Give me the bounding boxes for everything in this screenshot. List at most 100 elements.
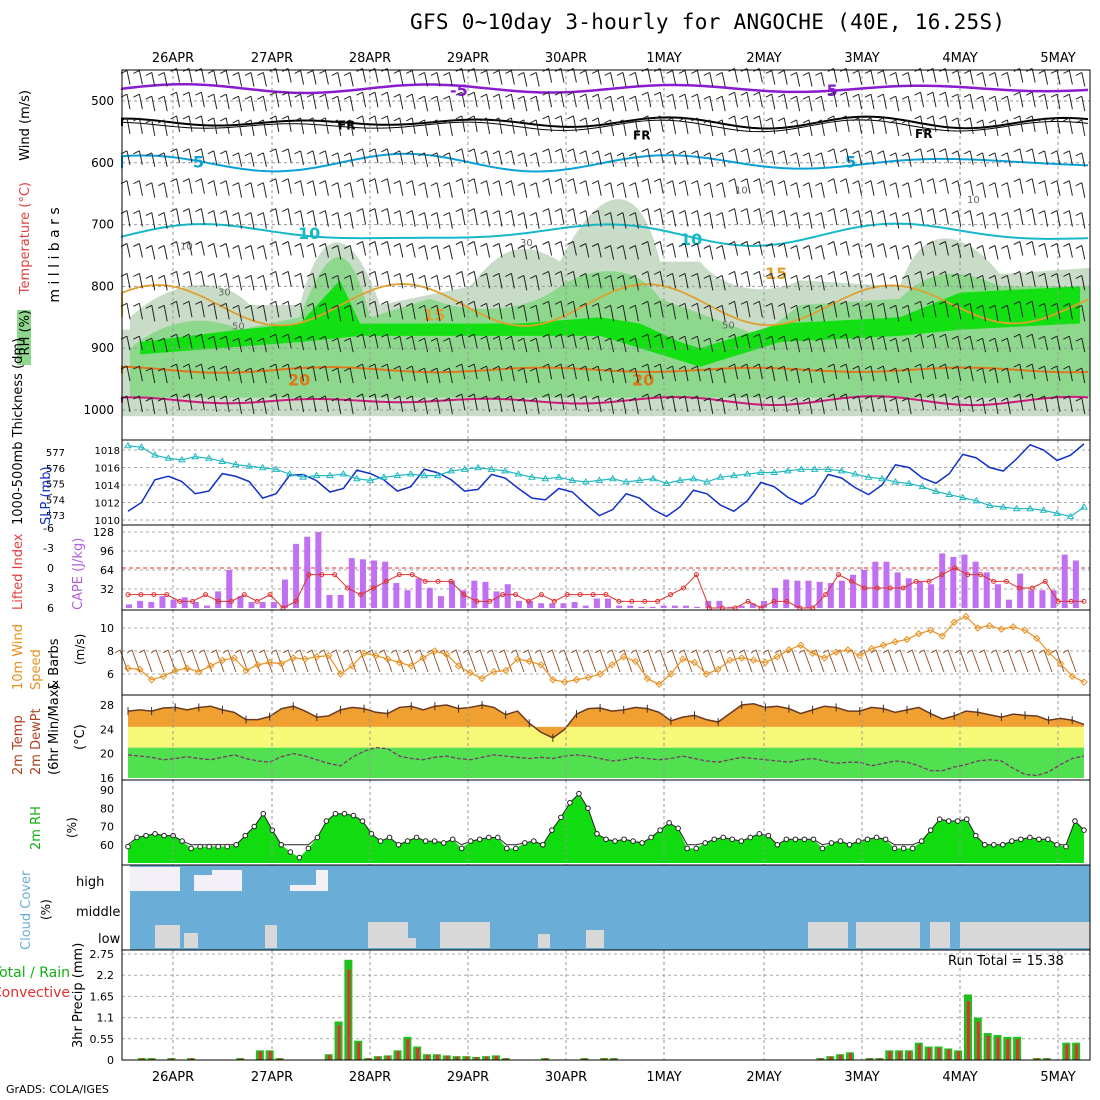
wind-barb [381, 178, 391, 194]
cloud-low-bar [184, 933, 198, 948]
thickness-point [662, 479, 671, 486]
wind10-barb [510, 649, 525, 673]
wind-barb [753, 68, 763, 83]
li-point [319, 572, 325, 578]
wind10-point [419, 654, 427, 662]
wind10-barb [930, 649, 945, 673]
wind-barb [182, 178, 193, 194]
wind-barb [244, 304, 255, 322]
wind10-barb [126, 649, 141, 673]
wind-barb [244, 367, 255, 384]
cape-bar [426, 587, 433, 608]
wind-barb [939, 208, 949, 225]
wind-barb [170, 148, 181, 163]
wind-barb [604, 182, 615, 198]
wind10-barb [390, 649, 405, 673]
wind-barb [926, 333, 937, 349]
wind-barb [443, 397, 453, 415]
wind10-barb [162, 649, 177, 673]
wind-barb [294, 93, 305, 110]
date-label-bottom: 30APR [545, 1070, 587, 1085]
cloud-unit-label: (%) [39, 899, 53, 920]
wind-barb [852, 335, 863, 351]
wind-barb [455, 91, 466, 108]
cape-bar [593, 598, 600, 608]
wind-barb [430, 72, 441, 87]
thickness-point [231, 460, 240, 468]
wind-barb [368, 148, 379, 163]
wind-barb [430, 304, 441, 322]
wind10-point [1009, 623, 1017, 631]
wind-barb [715, 367, 726, 384]
wind-barb [653, 208, 664, 225]
wind10-point [324, 651, 333, 660]
wind-barb [306, 272, 317, 289]
wind-barb [257, 397, 267, 415]
wind-barb [219, 93, 230, 110]
thickness-point [151, 451, 159, 458]
wind-barb [591, 70, 602, 85]
wind10-barb [1038, 649, 1053, 673]
wind-barb [517, 245, 528, 260]
li-tick-label: 0 [47, 562, 54, 575]
thickness-point [258, 463, 267, 471]
rh-point [882, 836, 889, 843]
wind-barb [765, 243, 776, 258]
li-point [836, 572, 842, 578]
wind10-barb [846, 649, 861, 673]
slp-tick-label: 1016 [95, 464, 120, 475]
thickness-point [379, 473, 388, 480]
thickness-point [905, 479, 913, 486]
convective-bar [839, 1054, 843, 1060]
date-label-top: 4MAY [942, 51, 977, 66]
wind10-point [974, 624, 982, 632]
wind-barb [976, 304, 987, 322]
wind-barb [1063, 272, 1073, 289]
wind-barb [666, 302, 677, 320]
cape-bar [281, 579, 288, 608]
thickness-point [245, 462, 254, 469]
wind-barb [926, 115, 937, 132]
wind-barb [963, 365, 974, 382]
wind-barb [455, 115, 466, 132]
wind-barb [430, 152, 441, 167]
wind-barb [505, 117, 515, 134]
wind-barb [653, 393, 664, 411]
wind-barb [1075, 274, 1086, 291]
wind-barb [195, 300, 205, 318]
wind-barb [182, 68, 193, 83]
wind-barb [430, 119, 441, 136]
wind-barb [579, 150, 590, 165]
wind-barb [1025, 270, 1036, 287]
wind10-barb [558, 649, 573, 673]
wind-barb [368, 300, 379, 318]
wind-barb [170, 68, 181, 83]
wind-barb [157, 337, 168, 353]
wind-barb [976, 72, 987, 87]
li-tick-label: 6 [47, 602, 54, 615]
convective-bar [966, 1001, 970, 1060]
cape-bar [1028, 590, 1035, 608]
wind-barb [691, 93, 701, 110]
wind-barb [641, 115, 652, 132]
wind-barb [889, 245, 900, 260]
wind-barb [554, 300, 565, 318]
wind-barb [641, 241, 652, 256]
cape-bar [404, 590, 411, 608]
wind-barb [542, 148, 553, 163]
wind10-barb [414, 649, 429, 673]
wind-barb [641, 208, 652, 225]
wind-barb [331, 72, 342, 87]
wind-barb [517, 72, 528, 87]
wind-barb [815, 72, 825, 87]
wind-barb [629, 212, 639, 229]
wind-barb [294, 365, 305, 382]
wind-barb [877, 70, 887, 85]
convective-bar [1006, 1039, 1010, 1060]
wind-barb [145, 274, 156, 291]
wind-barb [914, 393, 925, 411]
wind-barb [591, 210, 602, 227]
thickness-point [406, 470, 415, 477]
wind-barb [244, 245, 255, 260]
wind-barb [604, 212, 615, 229]
